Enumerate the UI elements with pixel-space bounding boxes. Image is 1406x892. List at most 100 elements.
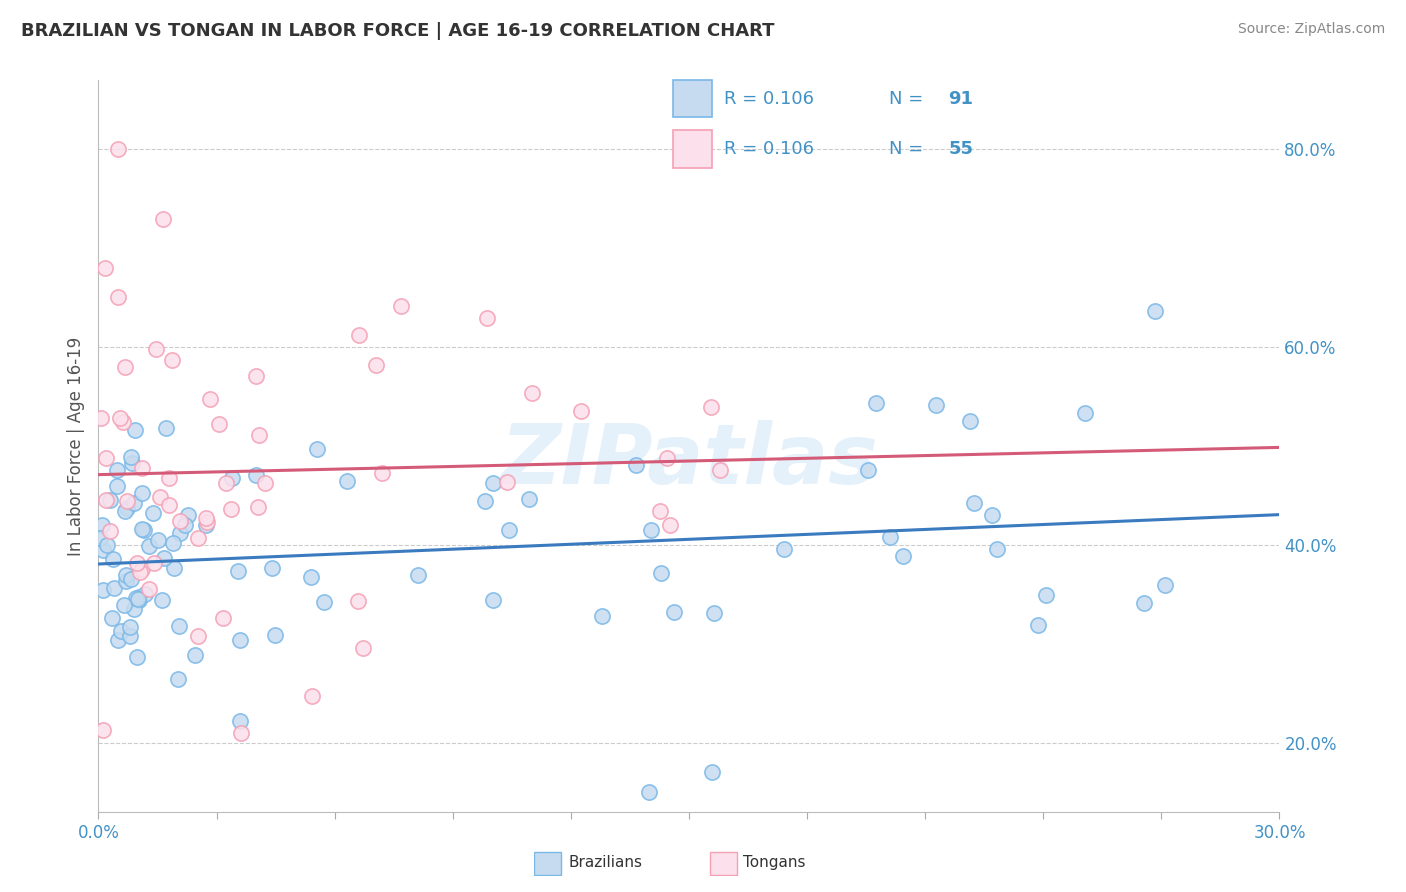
Point	[110, 624, 132, 638]
Point	[879, 530, 901, 544]
Point	[474, 493, 496, 508]
Point	[194, 517, 217, 532]
Text: Tongans: Tongans	[744, 855, 806, 870]
Point	[122, 495, 145, 509]
Point	[107, 632, 129, 647]
Point	[226, 564, 249, 578]
Point	[98, 492, 121, 507]
Point	[498, 523, 520, 537]
Point	[406, 567, 429, 582]
Point	[335, 475, 357, 489]
Point	[91, 723, 114, 738]
Text: 55: 55	[948, 140, 973, 158]
Point	[187, 531, 209, 545]
Bar	[710, 852, 737, 874]
Point	[157, 498, 180, 512]
Point	[91, 543, 114, 558]
Point	[655, 450, 678, 465]
Point	[245, 369, 267, 384]
Point	[496, 475, 519, 490]
Point	[120, 572, 142, 586]
Point	[517, 491, 540, 506]
Point	[96, 493, 118, 508]
Point	[245, 467, 267, 482]
Text: 91: 91	[948, 90, 973, 108]
Point	[112, 599, 135, 613]
Point	[260, 560, 283, 574]
Point	[254, 476, 277, 491]
Point	[108, 411, 131, 425]
Point	[370, 467, 392, 481]
Point	[221, 471, 243, 485]
Point	[131, 486, 153, 500]
Point	[115, 500, 138, 515]
Point	[121, 456, 143, 470]
Point	[187, 629, 209, 643]
Point	[229, 714, 252, 729]
Point	[865, 396, 887, 410]
Point	[229, 632, 252, 647]
Point	[891, 549, 914, 564]
Point	[157, 471, 180, 485]
Point	[94, 261, 117, 276]
Point	[132, 524, 155, 538]
Point	[138, 582, 160, 596]
Point	[183, 648, 205, 662]
Point	[650, 504, 672, 518]
Point	[482, 476, 505, 491]
Point	[389, 299, 412, 313]
Point	[640, 523, 662, 537]
Point	[124, 423, 146, 437]
Point	[142, 556, 165, 570]
Point	[212, 611, 235, 625]
Point	[208, 417, 231, 432]
Point	[366, 358, 388, 372]
Point	[142, 506, 165, 520]
Text: R = 0.106: R = 0.106	[724, 140, 814, 158]
Point	[1074, 407, 1097, 421]
Y-axis label: In Labor Force | Age 16-19: In Labor Force | Age 16-19	[66, 336, 84, 556]
Point	[162, 536, 184, 550]
Point	[772, 541, 794, 556]
Text: Source: ZipAtlas.com: Source: ZipAtlas.com	[1237, 22, 1385, 37]
Point	[299, 570, 322, 584]
Point	[475, 311, 498, 326]
Point	[346, 593, 368, 607]
Point	[107, 290, 129, 304]
Point	[101, 610, 124, 624]
Point	[98, 524, 121, 539]
Point	[856, 463, 879, 477]
Point	[90, 410, 112, 425]
Point	[103, 581, 125, 595]
Point	[107, 462, 129, 476]
Point	[709, 463, 731, 477]
Point	[96, 538, 118, 552]
Point	[107, 143, 129, 157]
Point	[94, 450, 117, 465]
Point	[131, 460, 153, 475]
FancyBboxPatch shape	[672, 130, 711, 168]
Point	[221, 501, 243, 516]
Point	[959, 414, 981, 428]
Point	[152, 551, 174, 566]
Point	[482, 593, 505, 607]
Point	[312, 594, 335, 608]
Point	[1028, 618, 1050, 632]
Point	[700, 765, 723, 780]
Point	[91, 518, 114, 533]
Point	[131, 522, 153, 536]
Point	[115, 574, 138, 589]
Point	[247, 500, 270, 514]
Point	[177, 508, 200, 523]
Point	[169, 514, 191, 528]
Point	[128, 593, 150, 607]
Point	[155, 421, 177, 435]
Point	[981, 508, 1004, 522]
Point	[167, 672, 190, 686]
Point	[163, 561, 186, 575]
Point	[1144, 303, 1167, 318]
Point	[114, 503, 136, 517]
Point	[986, 541, 1008, 556]
Point	[146, 533, 169, 548]
Point	[134, 587, 156, 601]
